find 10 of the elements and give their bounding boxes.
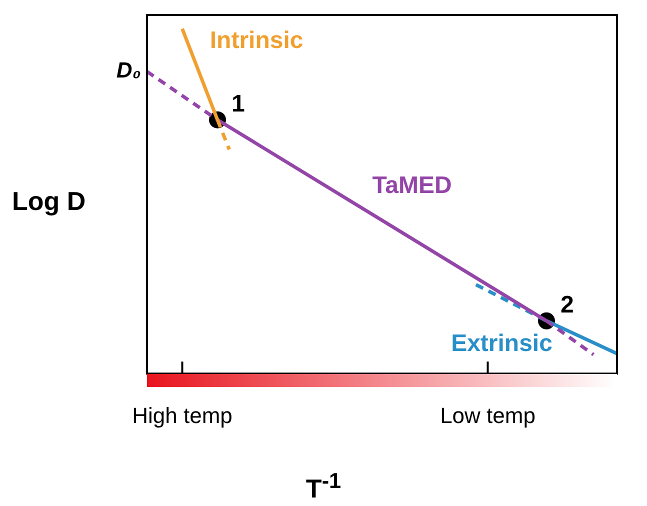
x-tick-label: Low temp xyxy=(440,402,536,428)
x-axis-title: T$^{-1}$ xyxy=(304,468,342,505)
series-label: Extrinsic xyxy=(451,330,552,357)
annotation: 1 xyxy=(232,90,245,118)
series-label: TaMED xyxy=(372,172,452,199)
x-tick-label: High temp xyxy=(132,402,232,428)
annotation: 2 xyxy=(560,291,574,318)
y-axis-title: Log D xyxy=(12,186,86,217)
text: D₀ xyxy=(116,58,141,83)
series-label: Intrinsic xyxy=(210,26,304,54)
